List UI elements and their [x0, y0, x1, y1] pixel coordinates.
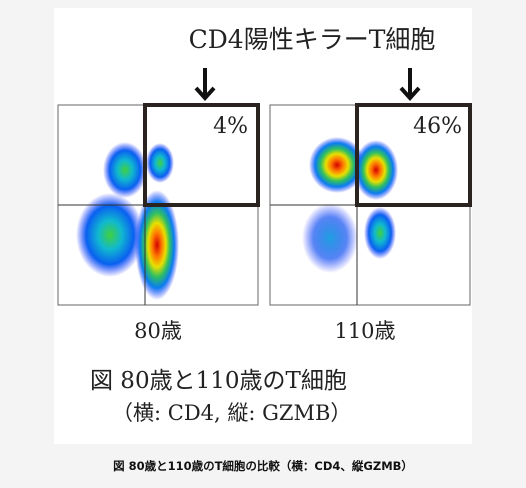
- panel-label: 80歳: [134, 319, 182, 343]
- arrows: [194, 68, 421, 101]
- plot-panel: 4% 80歳: [57, 103, 260, 343]
- header: CD4陽性キラーT細胞: [189, 25, 436, 54]
- caption: 図 80歳と110歳のT細胞の比較（横：CD4、縦GZMB）: [113, 459, 413, 473]
- panel-label: 110歳: [334, 319, 395, 343]
- legend-line: 図 80歳と110歳のT細胞: [90, 368, 347, 394]
- plot-panel: 46% 110歳: [269, 103, 472, 343]
- percent-label: 4%: [213, 114, 248, 139]
- percent-label: 46%: [413, 114, 462, 139]
- legend-line: （横: CD4, 縦: GZMB）: [112, 401, 351, 425]
